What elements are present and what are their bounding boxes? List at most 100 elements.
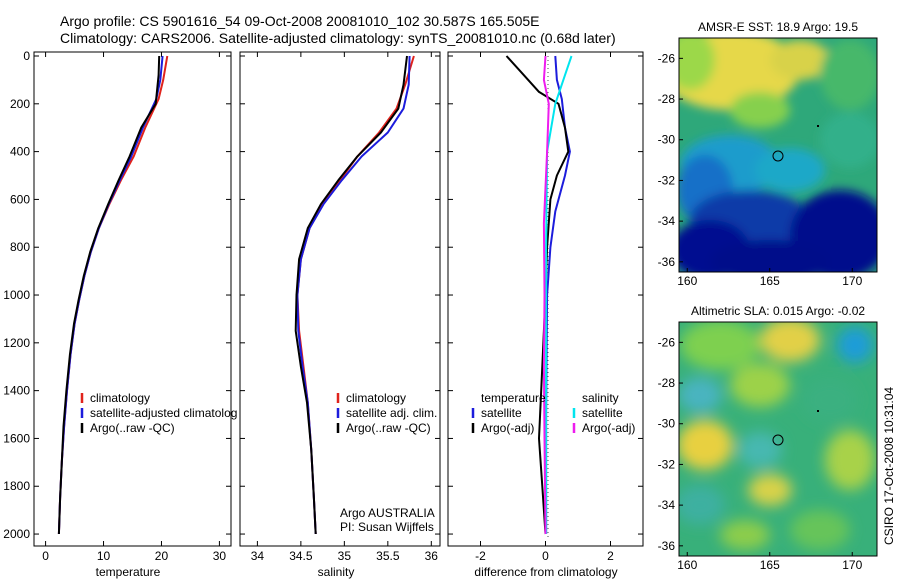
legend-heading-temperature: temperature: [481, 391, 546, 405]
temperature-xticks: 0 10 20 30: [42, 52, 226, 563]
figure-title-line1: Argo profile: CS 5901616_54 09-Oct-2008 …: [60, 13, 540, 29]
difference-xticks: -2 0 2: [475, 52, 614, 563]
temperature-series: [57, 55, 169, 535]
x-tick-label: 36: [425, 549, 439, 563]
map-y-tick-label: -30: [658, 417, 676, 431]
legend-label-climatology: climatology: [90, 391, 150, 405]
salinity-series: [294, 55, 415, 535]
map-x-tick-label: 165: [760, 274, 780, 288]
legend-label-sal-argo: Argo(-adj): [582, 421, 635, 435]
salinity-xticks: 34 34.5 35 35.5 36: [251, 52, 439, 563]
series-line-climatology: [296, 55, 415, 535]
map-x-tick-label: 160: [677, 558, 697, 572]
map-y-tick-label: -30: [658, 133, 676, 147]
legend-label-temp-satellite: satellite: [481, 406, 522, 420]
difference-yticks: [448, 55, 643, 535]
sla-xticks: 160 165 170: [677, 552, 863, 572]
sla-heatmap: [679, 322, 877, 556]
map-y-tick-label: -26: [658, 51, 676, 65]
map-x-tick-label: 160: [677, 274, 697, 288]
legend-label-temp-argo: Argo(-adj): [481, 421, 534, 435]
sla-map-title: Altimetric SLA: 0.015 Argo: -0.02: [691, 304, 865, 318]
series-line-argo-raw-qc-: [294, 55, 408, 535]
sst-yticks: -26 -28 -30 -32 -34 -36: [658, 51, 683, 269]
map-y-tick-label: -32: [658, 457, 676, 471]
argo-location-marker: [772, 434, 784, 446]
y-tick-label: 1800: [3, 479, 30, 493]
map-x-tick-label: 170: [842, 558, 862, 572]
x-tick-label: 0: [542, 549, 549, 563]
x-tick-label: 30: [213, 549, 227, 563]
legend-label-argo: Argo(..raw -QC): [90, 421, 175, 435]
difference-xlabel: difference from climatology: [474, 565, 617, 579]
series-line-salinity-argo-adj-: [542, 55, 550, 535]
series-line-salinity-satellite: [545, 55, 573, 534]
series-line-satellite-adjusted-climatolog: [57, 55, 164, 535]
y-tick-label: 600: [10, 192, 30, 206]
map-y-tick-label: -36: [658, 255, 676, 269]
x-tick-label: 34.5: [289, 549, 313, 563]
sst-heatmap: [679, 38, 877, 272]
y-tick-label: 0: [23, 49, 30, 63]
reference-point-marker: [817, 410, 819, 412]
difference-series: [505, 55, 573, 535]
legend-label-satellite-adjusted: satellite-adjusted climatolog: [90, 406, 237, 420]
pi-label: PI: Susan Wijffels: [340, 520, 434, 534]
depth-yticks: 0 200 400 600 800 1000 1200 1400 1600 1800 2000: [3, 49, 231, 541]
series-line-temperature-satellite: [545, 55, 571, 534]
map-x-tick-label: 170: [842, 274, 862, 288]
sla-map-frame: [678, 321, 878, 557]
y-tick-label: 2000: [3, 527, 30, 541]
legend-label-argo: Argo(..raw -QC): [346, 421, 431, 435]
temperature-legend: climatology satellite-adjusted climatolo…: [80, 391, 237, 435]
map-y-tick-label: -28: [658, 376, 676, 390]
temperature-xlabel: temperature: [96, 565, 161, 579]
legend-label-satellite-adj: satellite adj. clim.: [346, 406, 437, 420]
reference-point-marker: [817, 125, 819, 127]
y-tick-label: 1200: [3, 336, 30, 350]
x-tick-label: 34: [251, 549, 265, 563]
salinity-panel-frame: [239, 51, 441, 547]
sst-xticks: 160 165 170: [677, 268, 863, 288]
difference-legend: temperature satellite Argo(-adj) salinit…: [471, 391, 635, 435]
y-tick-label: 800: [10, 240, 30, 254]
argo-location-marker: [772, 150, 784, 162]
series-line-climatology: [57, 55, 169, 535]
salinity-yticks: [240, 55, 440, 535]
series-line-temperature-argo-adj-: [505, 55, 570, 535]
map-y-tick-label: -26: [658, 335, 676, 349]
x-tick-label: 35.5: [376, 549, 400, 563]
salinity-xlabel: salinity: [318, 565, 355, 579]
x-tick-label: 20: [155, 549, 169, 563]
y-tick-label: 1400: [3, 384, 30, 398]
map-x-tick-label: 165: [760, 558, 780, 572]
map-y-tick-label: -36: [658, 539, 676, 553]
x-tick-label: -2: [475, 549, 486, 563]
sst-map-title: AMSR-E SST: 18.9 Argo: 19.5: [698, 20, 858, 34]
sla-yticks: -26 -28 -30 -32 -34 -36: [658, 335, 683, 553]
y-tick-label: 400: [10, 145, 30, 159]
sst-map-frame: [678, 37, 878, 273]
csiro-timestamp: CSIRO 17-Oct-2008 10:31:04: [882, 387, 896, 545]
argo-australia-label: Argo AUSTRALIA: [340, 506, 435, 520]
temperature-panel-frame: [33, 51, 232, 547]
y-tick-label: 1000: [3, 288, 30, 302]
x-tick-label: 2: [607, 549, 614, 563]
map-y-tick-label: -32: [658, 173, 676, 187]
series-line-argo-raw-qc-: [57, 55, 161, 535]
map-y-tick-label: -28: [658, 92, 676, 106]
y-tick-label: 200: [10, 97, 30, 111]
x-tick-label: 0: [42, 549, 49, 563]
salinity-legend: climatology satellite adj. clim. Argo(..…: [336, 391, 437, 435]
map-y-tick-label: -34: [658, 498, 676, 512]
legend-label-climatology: climatology: [346, 391, 406, 405]
x-tick-label: 35: [338, 549, 352, 563]
series-line-satellite-adj-clim-: [296, 55, 411, 535]
legend-heading-salinity: salinity: [582, 391, 619, 405]
y-tick-label: 1600: [3, 431, 30, 445]
map-y-tick-label: -34: [658, 214, 676, 228]
x-tick-label: 10: [97, 549, 111, 563]
legend-label-sal-satellite: satellite: [582, 406, 623, 420]
figure-title-line2: Climatology: CARS2006. Satellite-adjuste…: [60, 30, 616, 46]
